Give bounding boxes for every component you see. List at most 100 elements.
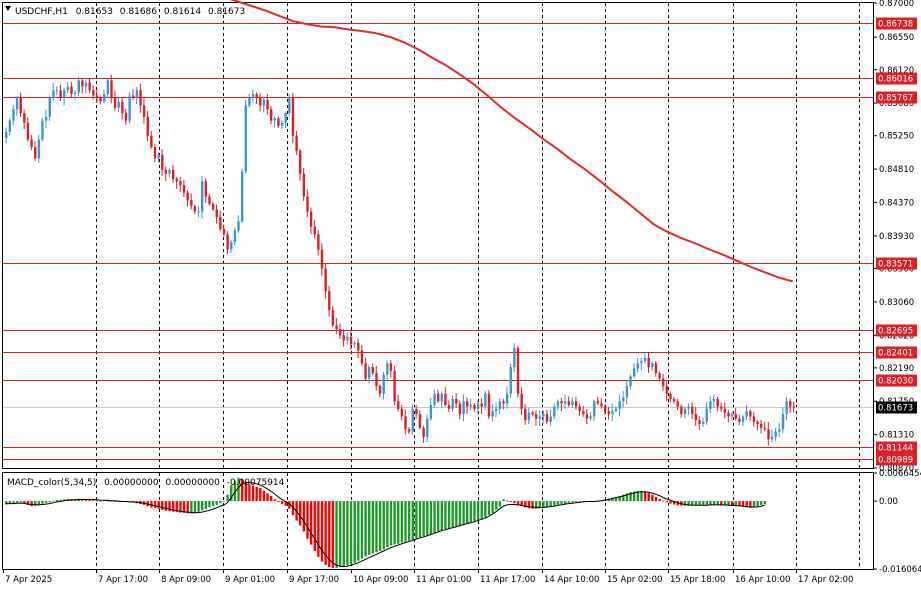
candle-body[interactable] — [404, 416, 407, 430]
candle-body[interactable] — [110, 80, 113, 98]
candle-body[interactable] — [23, 112, 26, 123]
candle-body[interactable] — [498, 401, 502, 409]
candle-body[interactable] — [694, 414, 698, 421]
candle-body[interactable] — [99, 97, 102, 102]
candle-body[interactable] — [665, 386, 669, 394]
candle-body[interactable] — [244, 105, 247, 172]
candle-body[interactable] — [208, 196, 211, 205]
candle-body[interactable] — [458, 403, 462, 415]
candle-body[interactable] — [756, 421, 759, 425]
candle-body[interactable] — [778, 429, 781, 432]
candle-body[interactable] — [770, 436, 774, 440]
candle-body[interactable] — [397, 401, 400, 409]
candle-body[interactable] — [335, 325, 338, 330]
candle-body[interactable] — [792, 406, 796, 408]
candle-body[interactable] — [534, 414, 538, 419]
candle-body[interactable] — [280, 122, 284, 126]
candle-body[interactable] — [527, 412, 531, 421]
candle-body[interactable] — [364, 363, 367, 379]
candle-body[interactable] — [473, 405, 476, 409]
candle-body[interactable] — [150, 135, 153, 148]
candle-body[interactable] — [371, 367, 375, 374]
candle-body[interactable] — [731, 414, 734, 417]
candle-body[interactable] — [186, 192, 189, 201]
candle-body[interactable] — [705, 408, 708, 422]
candle-body[interactable] — [495, 408, 498, 412]
candle-body[interactable] — [542, 414, 545, 417]
candle-body[interactable] — [146, 116, 149, 136]
candle-body[interactable] — [19, 97, 22, 113]
candle-body[interactable] — [34, 147, 37, 159]
candle-body[interactable] — [505, 393, 509, 404]
candle-body[interactable] — [201, 181, 204, 212]
candle-body[interactable] — [168, 169, 171, 174]
candle-body[interactable] — [720, 406, 723, 409]
candle-body[interactable] — [353, 342, 356, 345]
candle-body[interactable] — [63, 90, 66, 98]
candle-body[interactable] — [124, 112, 128, 121]
candle-body[interactable] — [433, 393, 436, 406]
candle-body[interactable] — [179, 181, 182, 186]
candle-body[interactable] — [502, 401, 505, 404]
candle-body[interactable] — [142, 105, 146, 117]
candle-body[interactable] — [233, 230, 237, 242]
candle-body[interactable] — [774, 431, 777, 437]
candle-body[interactable] — [789, 401, 792, 407]
candle-body[interactable] — [524, 408, 527, 421]
candle-body[interactable] — [219, 216, 222, 230]
candle-body[interactable] — [5, 131, 8, 139]
dropdown-arrow-icon[interactable] — [5, 6, 11, 11]
candle-body[interactable] — [317, 234, 320, 250]
candle-body[interactable] — [273, 118, 277, 121]
candle-body[interactable] — [302, 173, 306, 197]
candle-body[interactable] — [676, 401, 679, 407]
candle-body[interactable] — [745, 411, 748, 417]
candle-body[interactable] — [574, 401, 578, 407]
candlesticks[interactable] — [5, 74, 796, 446]
candle-body[interactable] — [193, 206, 197, 212]
candle-body[interactable] — [12, 109, 15, 121]
candle-body[interactable] — [175, 178, 179, 182]
candle-body[interactable] — [436, 393, 440, 402]
candle-body[interactable] — [651, 363, 654, 368]
candle-body[interactable] — [723, 408, 727, 413]
candle-body[interactable] — [451, 398, 454, 409]
candle-body[interactable] — [259, 97, 262, 106]
candle-body[interactable] — [240, 171, 244, 222]
candle-body[interactable] — [375, 373, 378, 387]
candle-body[interactable] — [491, 411, 494, 417]
candle-body[interactable] — [531, 412, 534, 415]
candle-body[interactable] — [549, 416, 552, 422]
candle-body[interactable] — [658, 373, 661, 379]
candle-body[interactable] — [691, 406, 694, 415]
candle-body[interactable] — [734, 414, 738, 419]
candle-body[interactable] — [426, 418, 429, 437]
candle-body[interactable] — [480, 403, 483, 407]
candle-body[interactable] — [386, 363, 389, 375]
candle-body[interactable] — [629, 376, 632, 387]
candle-body[interactable] — [393, 370, 396, 402]
candle-body[interactable] — [712, 398, 716, 402]
candle-body[interactable] — [752, 416, 756, 422]
candle-body[interactable] — [589, 416, 592, 419]
candle-body[interactable] — [622, 397, 625, 402]
candle-body[interactable] — [262, 100, 266, 106]
candle-body[interactable] — [139, 90, 142, 106]
candle-body[interactable] — [618, 401, 621, 409]
candle-body[interactable] — [582, 411, 585, 415]
candle-body[interactable] — [553, 406, 556, 417]
candle-body[interactable] — [400, 408, 404, 417]
candle-body[interactable] — [741, 416, 745, 422]
candle-body[interactable] — [680, 406, 683, 415]
candle-body[interactable] — [357, 342, 360, 351]
candle-body[interactable] — [476, 403, 480, 409]
candle-body[interactable] — [277, 118, 280, 126]
candle-body[interactable] — [611, 411, 614, 415]
candle-body[interactable] — [215, 209, 218, 217]
candle-body[interactable] — [284, 112, 287, 123]
candle-body[interactable] — [564, 401, 567, 404]
candle-body[interactable] — [190, 200, 193, 207]
candle-body[interactable] — [607, 411, 610, 415]
candle-body[interactable] — [66, 86, 70, 91]
